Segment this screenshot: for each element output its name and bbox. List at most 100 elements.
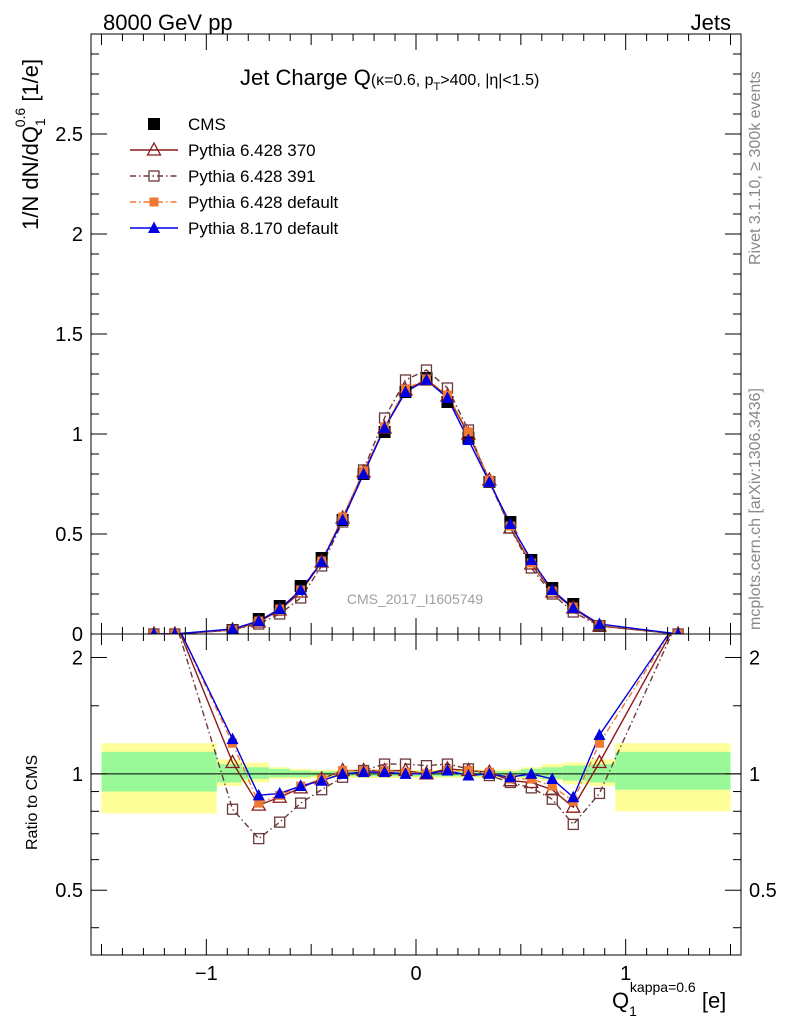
- ratio-point-p391-2: [226, 803, 239, 815]
- ratio-point-p8def-9: [378, 765, 391, 778]
- legend-marker-p8def: [148, 221, 160, 233]
- analysis-watermark: CMS_2017_I1605749: [347, 591, 483, 607]
- legend-marker-p370: [146, 141, 162, 156]
- ratio-point-p8def-6: [315, 774, 328, 786]
- x-axis-label: Q1 kappa=0.6 [e]: [612, 979, 726, 1019]
- chart-title: Jet Charge Q(κ=0.6, pT>400, |η|<1.5): [240, 65, 539, 93]
- legend-marker-p391: [148, 170, 160, 182]
- main-point-p8def-13: [462, 433, 475, 445]
- ratio-point-p8def-13: [462, 769, 475, 781]
- main-point-p8def-20: [674, 627, 682, 634]
- ratio-point-p6def-3: [254, 798, 264, 808]
- main-point-p8def-16: [525, 553, 538, 565]
- main-ytick-label-5: 2.5: [55, 124, 83, 146]
- ratio-point-p6def-17: [547, 781, 557, 791]
- ratio-ylabel: Ratio to CMS: [24, 755, 41, 850]
- xtick-label-0: −1: [195, 963, 218, 985]
- main-ytick-label-0: 0: [72, 624, 83, 646]
- ratio-point-p391-3: [253, 832, 265, 845]
- main-point-p8def-1: [171, 627, 179, 634]
- rivet-label: Rivet 3.1.10, ≥ 300k events: [747, 71, 764, 265]
- ratio-point-p8def-3: [252, 788, 265, 801]
- legend-label-p8def: Pythia 8.170 default: [188, 219, 339, 238]
- main-point-p8def-5: [294, 583, 307, 595]
- main-point-p8def-12: [441, 391, 454, 403]
- main-point-p8def-0: [150, 627, 158, 634]
- ratio-point-p6def-16: [526, 774, 536, 784]
- ratio-ytick-label-right-1: 1: [749, 764, 760, 786]
- ratio-plot-area: [178, 634, 673, 845]
- main-point-p8def-4: [273, 602, 286, 614]
- band-inner-10: [615, 751, 731, 790]
- main-point-p8def-10: [399, 385, 412, 397]
- main-point-p8def-6: [315, 555, 328, 567]
- chart-title-detail-2: >400, |η|<1.5): [440, 72, 539, 89]
- ratio-point-p8def-2: [226, 732, 239, 745]
- ratio-line-p391: [178, 634, 673, 840]
- main-point-p8def-18: [567, 601, 580, 613]
- ratio-point-p391-6: [315, 784, 328, 796]
- main-ylabel-sup: 0.6: [12, 108, 28, 128]
- main-series-group: [148, 364, 684, 634]
- main-ylabel-text: 1/N dN/dQ: [18, 126, 43, 230]
- ratio-ytick-label-left-2: 2: [72, 647, 83, 669]
- ratio-bands: [101, 743, 731, 814]
- ratio-point-p391-17: [546, 793, 558, 805]
- main-ytick-label-1: 0.5: [55, 524, 83, 546]
- main-ytick-label-2: 1: [72, 424, 83, 446]
- main-point-p8def-11: [420, 373, 433, 385]
- ratio-point-p8def-7: [336, 767, 349, 779]
- main-ytick-label-3: 1.5: [55, 324, 83, 346]
- ratio-point-p8def-8: [357, 765, 370, 778]
- ratio-series-group: [178, 634, 673, 845]
- main-point-p8def-7: [336, 513, 349, 525]
- x-axis-label-sup: kappa=0.6: [630, 979, 696, 995]
- ratio-point-p8def-19: [593, 728, 606, 741]
- ratio-point-p8def-12: [441, 764, 454, 776]
- ratio-ytick-label-left-1: 1: [72, 764, 83, 786]
- main-line-p391: [153, 369, 679, 634]
- ratio-point-p370-18: [565, 798, 581, 813]
- ratio-ytick-label-right-2: 2: [749, 647, 760, 669]
- main-plot-area: [148, 364, 684, 634]
- chart-title-detail: (κ=0.6, p: [371, 72, 434, 89]
- x-axis-label-text: Q: [612, 988, 629, 1013]
- band-inner-0: [101, 751, 217, 792]
- xtick-label-2: 1: [620, 963, 631, 985]
- chart-title-sub: T: [434, 81, 441, 93]
- ratio-point-p8def-18: [567, 790, 580, 803]
- main-point-p8def-3: [252, 614, 265, 626]
- ratio-point-p8def-5: [294, 779, 307, 792]
- ratio-point-p391-19: [593, 787, 606, 800]
- legend-label-p370: Pythia 6.428 370: [188, 141, 316, 160]
- main-ytick-label-4: 2: [72, 224, 83, 246]
- ratio-point-p8def-14: [483, 767, 496, 779]
- legend-label-p6def: Pythia 6.428 default: [188, 193, 339, 212]
- main-point-p8def-8: [357, 467, 370, 479]
- main-ylabel-sub: 1: [32, 118, 48, 126]
- chart-title-main: Jet Charge Q: [240, 65, 371, 90]
- ratio-point-p370-2: [224, 754, 241, 769]
- main-point-p8def-19: [593, 617, 606, 629]
- legend-label-p391: Pythia 6.428 391: [188, 167, 316, 186]
- ratio-point-p391-5: [295, 797, 307, 809]
- ratio-point-p8def-11: [420, 767, 433, 779]
- main-ylabel-unit: [1/e]: [18, 59, 43, 108]
- x-axis-label-unit: [e]: [696, 988, 727, 1013]
- axes-ticks: 0 0.5 1 1.5 2 2.5 0.5 0.5 1 1 2 2 −1 0 1: [55, 34, 777, 985]
- main-point-p8def-17: [546, 583, 559, 595]
- ratio-point-p8def-10: [399, 767, 412, 779]
- ratio-point-p8def-16: [525, 767, 538, 779]
- band-inner-3: [269, 768, 291, 778]
- ratio-point-p6def-19: [594, 738, 604, 748]
- legend-marker-cms: [148, 118, 160, 130]
- ratio-point-p391-18: [567, 818, 579, 831]
- legend-marker-p6def: [149, 197, 159, 207]
- band-inner-8: [562, 765, 591, 781]
- ratio-point-p370-19: [591, 754, 608, 769]
- ratio-point-p8def-4: [273, 786, 286, 799]
- header-right: Jets: [691, 10, 731, 35]
- band-inner-2: [241, 767, 270, 779]
- header-left: 8000 GeV pp: [103, 10, 233, 35]
